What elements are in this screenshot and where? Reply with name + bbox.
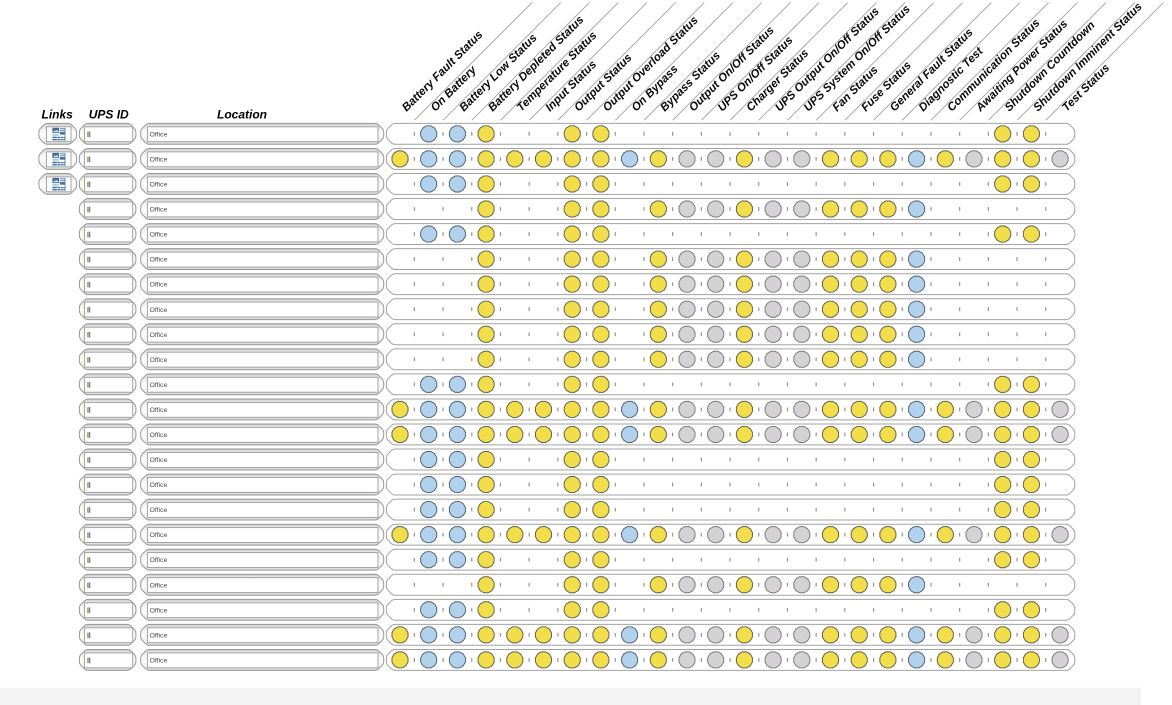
svg-text:Office: Office [150,307,168,314]
svg-text:Office: Office [150,632,168,639]
svg-text:Office: Office [150,557,168,564]
svg-text:Office: Office [150,607,168,614]
svg-text:Office: Office [150,532,168,539]
svg-text:Office: Office [150,582,168,589]
svg-text:Office: Office [150,232,168,239]
svg-text:Office: Office [150,357,168,364]
svg-text:Office: Office [150,182,168,189]
svg-text:Office: Office [150,207,168,214]
svg-text:Office: Office [150,407,168,414]
svg-text:Office: Office [150,457,168,464]
svg-text:Office: Office [150,257,168,264]
svg-text:Office: Office [150,131,168,138]
svg-text:Office: Office [150,282,168,289]
svg-text:Office: Office [150,658,168,665]
svg-text:Office: Office [150,332,168,339]
svg-text:Office: Office [150,432,168,439]
svg-text:Office: Office [150,482,168,489]
svg-text:Office: Office [150,157,168,164]
svg-text:Office: Office [150,507,168,514]
svg-text:UPS ID: UPS ID [89,108,129,122]
svg-text:Links: Links [42,108,74,122]
svg-text:Location: Location [217,108,267,122]
svg-text:Office: Office [150,382,168,389]
